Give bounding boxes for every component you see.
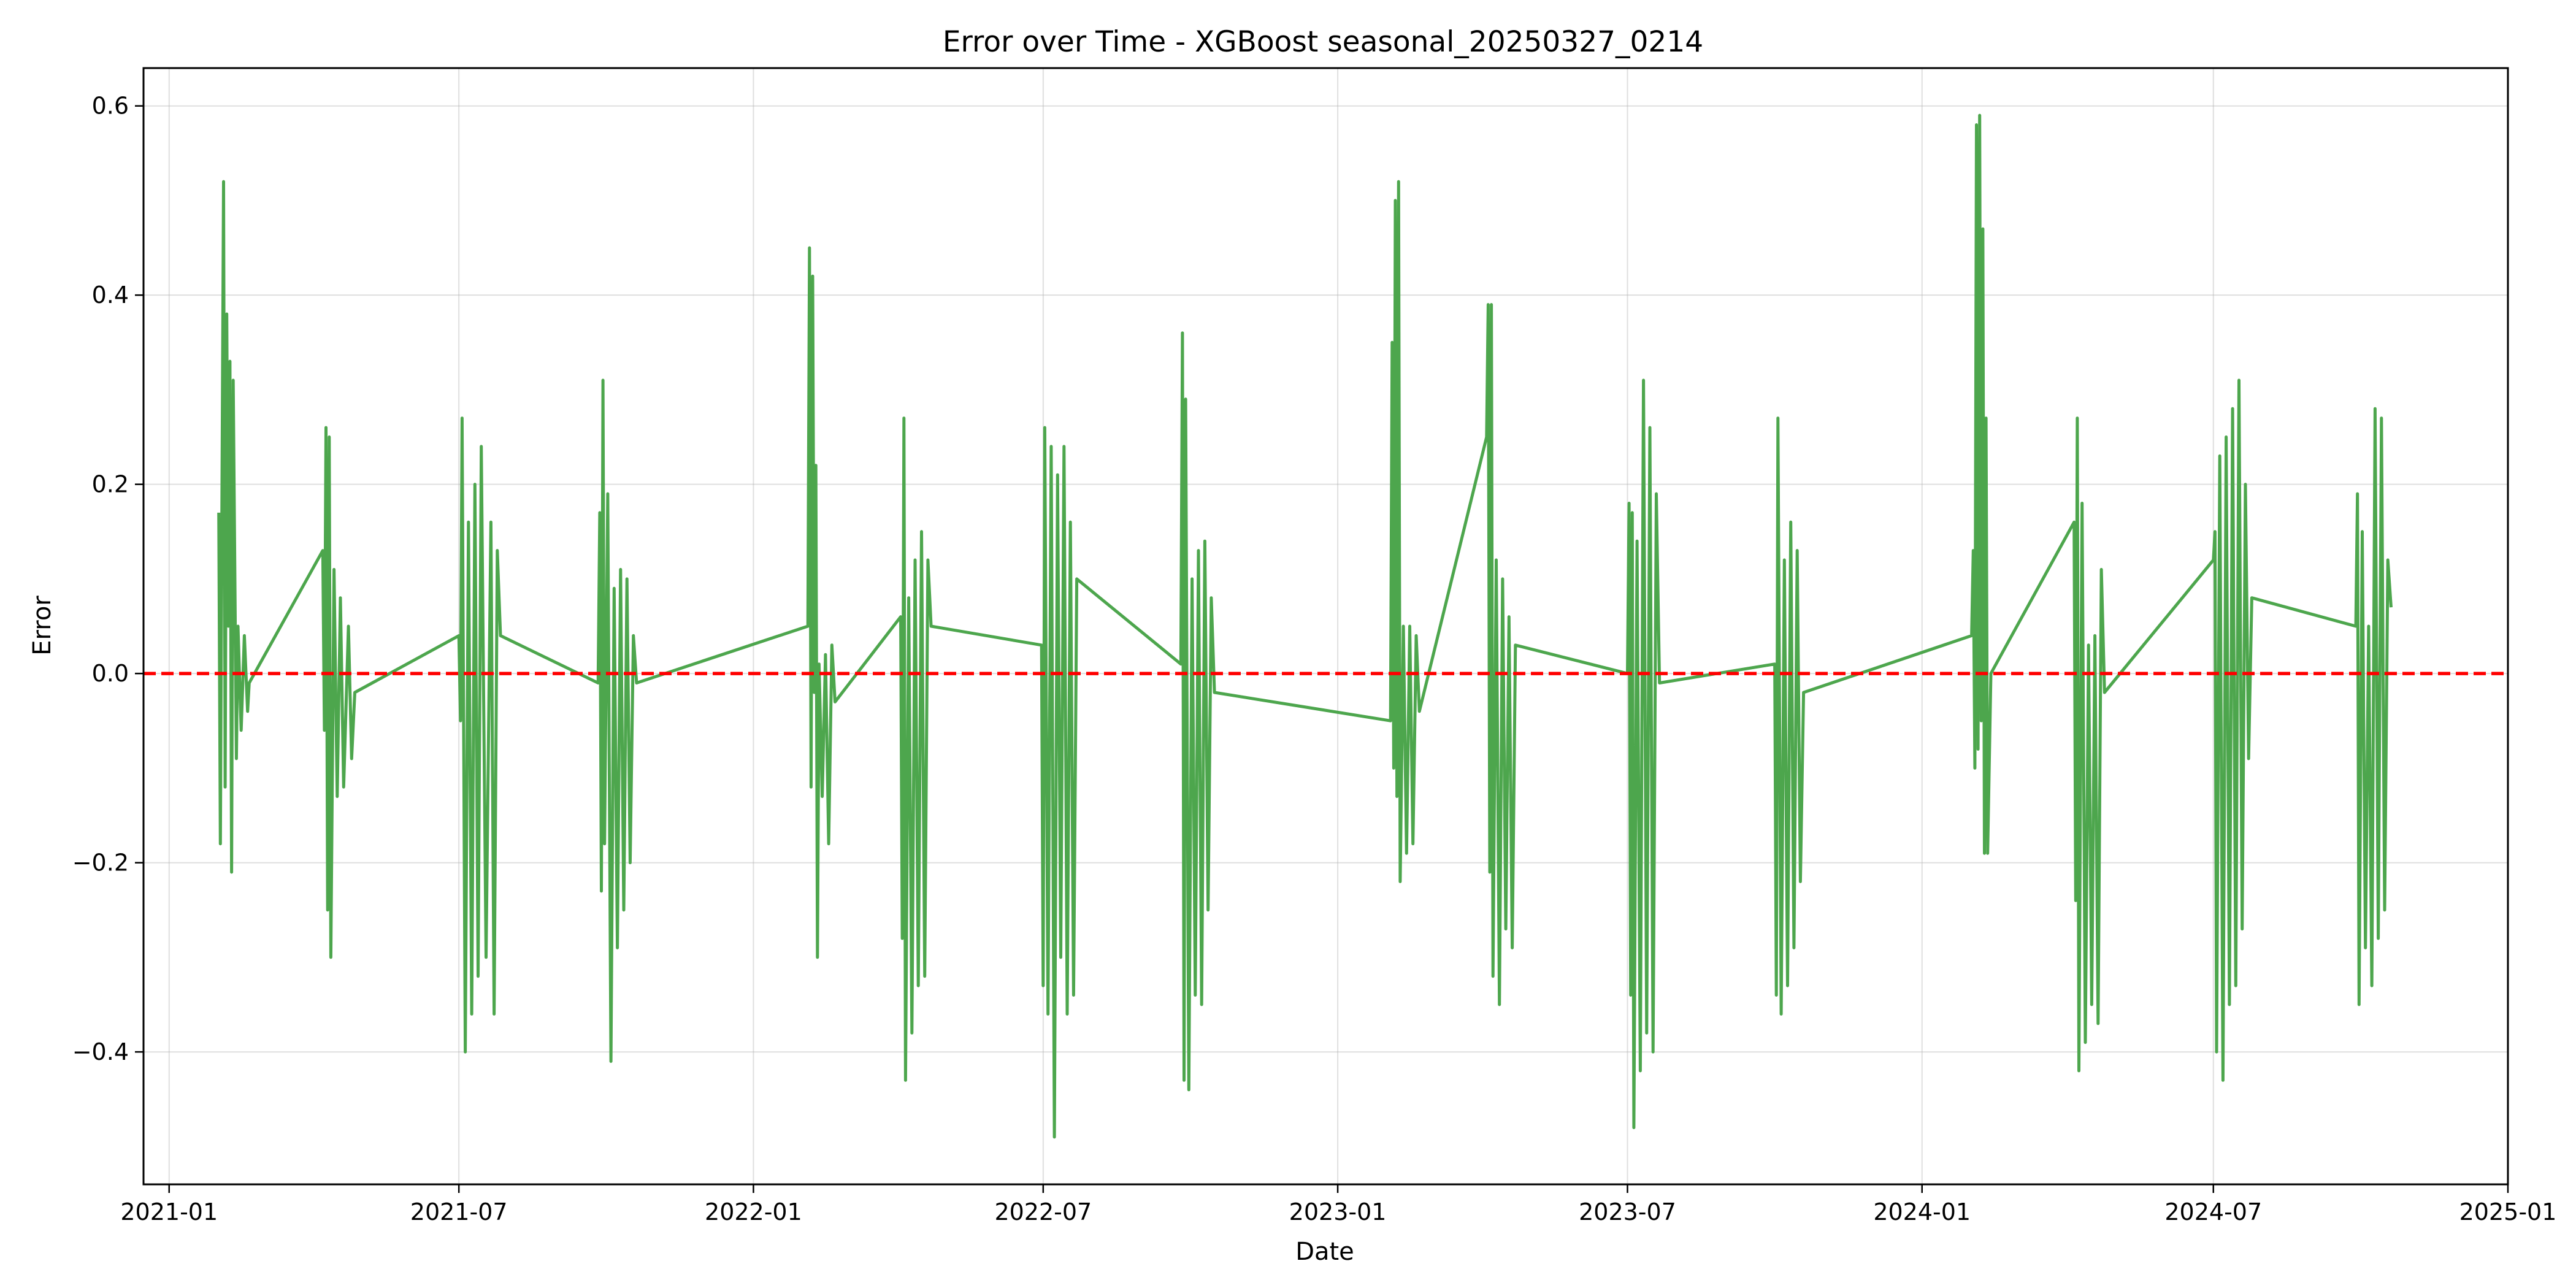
x-tick-label: 2025-01 <box>2459 1198 2557 1225</box>
y-axis-label: Error <box>28 596 56 656</box>
error-series-line <box>217 113 2393 1139</box>
y-tick-label: 0.6 <box>92 93 129 120</box>
y-axis-ticks: −0.4 −0.2 0.0 0.2 0.4 0.6 <box>72 93 144 1065</box>
series-layer <box>217 113 2393 1139</box>
x-tick-label: 2021-01 <box>120 1198 218 1225</box>
x-tick-label: 2022-01 <box>705 1198 802 1225</box>
x-tick-label: 2024-01 <box>1873 1198 1971 1225</box>
x-tick-label: 2023-07 <box>1579 1198 1676 1225</box>
x-axis-label: Date <box>1295 1238 1354 1266</box>
chart-title: Error over Time - XGBoost seasonal_20250… <box>943 25 1703 59</box>
x-tick-label: 2021-07 <box>410 1198 508 1225</box>
y-tick-label: 0.0 <box>92 660 129 687</box>
x-axis-ticks: 2021-01 2021-07 2022-01 2022-07 2023-01 2023-… <box>120 1184 2556 1225</box>
y-tick-label: 0.2 <box>92 471 129 498</box>
plot-frame <box>142 67 2509 1186</box>
x-tick-label: 2022-07 <box>994 1198 1092 1225</box>
y-tick-label: −0.4 <box>72 1038 129 1065</box>
x-tick-label: 2023-01 <box>1289 1198 1387 1225</box>
y-tick-label: −0.2 <box>72 849 129 876</box>
y-tick-label: 0.4 <box>92 282 129 309</box>
x-tick-label: 2024-07 <box>2164 1198 2262 1225</box>
